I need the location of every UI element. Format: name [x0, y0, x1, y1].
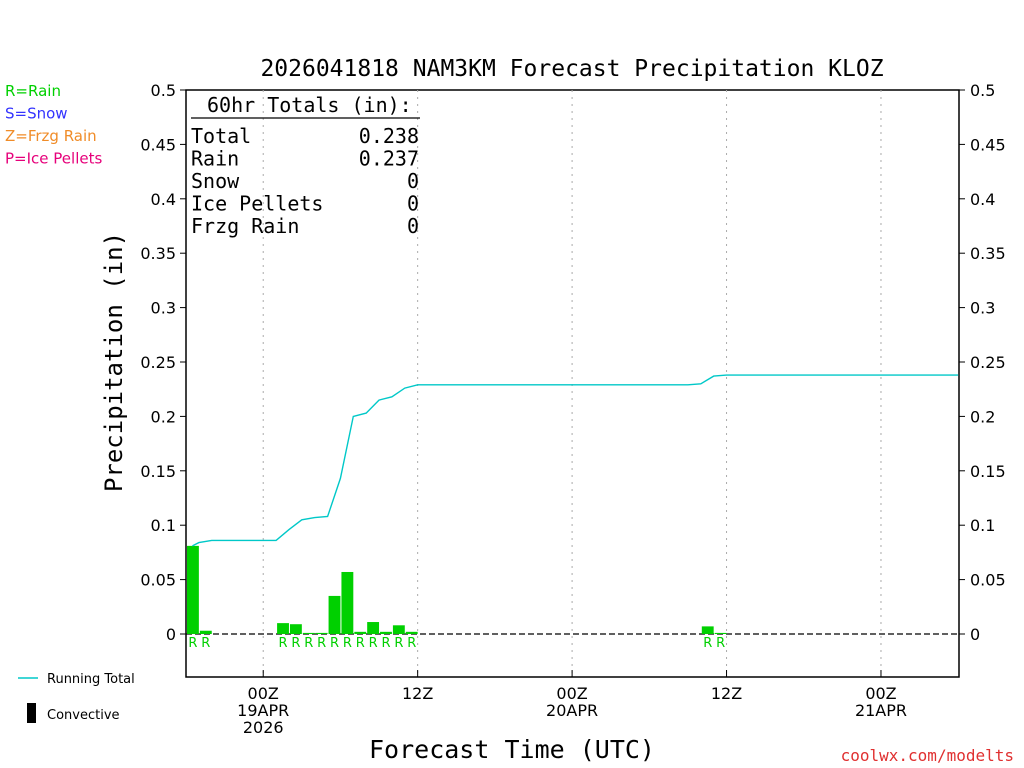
totals-row-label: Frzg Rain: [191, 214, 299, 238]
rain-bar-label: R: [369, 636, 378, 651]
x-tick-label: 00Z: [556, 684, 587, 703]
precip-key-item: R=Rain: [5, 82, 61, 100]
rain-bar: [328, 595, 341, 634]
rain-bar-label: R: [304, 636, 313, 651]
rain-bar-label: R: [394, 636, 403, 651]
rain-bar-label: R: [330, 636, 339, 651]
totals-row-label: Rain: [191, 147, 239, 171]
rain-bar: [341, 571, 354, 634]
y-tick-label-right: 0.4: [970, 190, 995, 209]
rain-bar: [302, 632, 315, 634]
totals-row-value: 0.238: [359, 124, 419, 148]
y-tick-label-right: 0: [970, 625, 980, 644]
y-tick-label: 0.1: [151, 516, 176, 535]
rain-bar: [354, 631, 367, 634]
y-tick-label: 0.3: [151, 299, 176, 318]
rain-bar: [289, 624, 302, 634]
precip-key-item: P=Ice Pellets: [5, 150, 102, 168]
rain-bar: [380, 631, 392, 634]
y-tick-label-right: 0.25: [970, 353, 1006, 372]
totals-row-label: Total: [191, 124, 251, 148]
rain-bar: [714, 632, 727, 634]
rain-bar-label: R: [343, 636, 352, 651]
rain-bar-label: R: [356, 636, 365, 651]
chart-title: 2026041818 NAM3KM Forecast Precipitation…: [260, 56, 883, 82]
y-tick-label-right: 0.3: [970, 299, 995, 318]
y-tick-label: 0.35: [140, 244, 176, 263]
rain-bar-label: R: [201, 636, 210, 651]
totals-header: 60hr Totals (in):: [207, 93, 412, 117]
y-tick-label-right: 0.35: [970, 244, 1006, 263]
totals-row-value: 0: [407, 192, 419, 216]
rain-bar: [187, 545, 199, 634]
y-tick-label: 0.2: [151, 407, 176, 426]
precip-type-key: R=Rain S=Snow Z=Frzg Rain P=Ice Pellets: [5, 82, 102, 168]
rain-bar: [277, 623, 289, 634]
x-axis-label: Forecast Time (UTC): [369, 735, 655, 764]
rain-bar-label: R: [716, 636, 725, 651]
rain-bar: [392, 625, 405, 634]
vertical-grid: [262, 90, 882, 677]
y-tick-label: 0.4: [151, 190, 176, 209]
totals-row-label: Snow: [191, 169, 240, 193]
x-tick-label: 2026: [243, 718, 284, 737]
y-tick-label-right: 0.45: [970, 135, 1006, 154]
totals-row-value: 0.237: [359, 147, 419, 171]
rain-bar: [199, 630, 212, 634]
y-tick-label-right: 0.5: [970, 81, 995, 100]
totals-row-value: 0: [407, 169, 419, 193]
y-tick-label: 0.45: [140, 135, 176, 154]
x-tick-label: 00Z: [865, 684, 896, 703]
rain-bar-label: R: [317, 636, 326, 651]
rain-bar: [315, 632, 328, 634]
y-tick-label-right: 0.1: [970, 516, 995, 535]
y-tick-label: 0: [166, 625, 176, 644]
x-tick-label: 12Z: [402, 684, 433, 703]
rain-bar-label: R: [188, 636, 197, 651]
x-tick-label: 19APR: [237, 701, 289, 720]
y-tick-label-right: 0.05: [970, 571, 1006, 590]
y-tick-label: 0.05: [140, 571, 176, 590]
y-axis-label: Precipitation (in): [100, 232, 128, 492]
x-tick-label: 21APR: [855, 701, 907, 720]
rain-bar-label: R: [703, 636, 712, 651]
y-tick-label-right: 0.15: [970, 462, 1006, 481]
running-total-legend-label: Running Total: [47, 672, 135, 687]
y-axis-left: 0 0.05 0.1 0.15 0.2 0.25 0.3 0.35 0.4 0.45 0.5: [140, 81, 186, 644]
running-total-line: [192, 374, 959, 547]
rain-bar-label: R: [381, 636, 390, 651]
x-tick-label: 12Z: [711, 684, 742, 703]
y-tick-label: 0.5: [151, 81, 176, 100]
source-credit: coolwx.com/modelts: [841, 746, 1014, 765]
rain-bar-label: R: [291, 636, 300, 651]
rain-bar: [405, 631, 418, 634]
rain-bar: [367, 622, 380, 634]
totals-row-value: 0: [407, 214, 419, 238]
y-tick-label-right: 0.2: [970, 407, 995, 426]
y-axis-right: 0 0.05 0.1 0.15 0.2 0.25 0.3 0.35 0.4 0.45 0.5: [959, 81, 1006, 644]
y-tick-label: 0.25: [140, 353, 176, 372]
x-tick-label: 20APR: [546, 701, 598, 720]
rain-bars: [187, 545, 727, 634]
rain-bar-label: R: [279, 636, 288, 651]
precip-key-item: S=Snow: [5, 105, 68, 123]
x-tick-label: 00Z: [248, 684, 279, 703]
convective-legend-label: Convective: [47, 708, 120, 723]
rain-bar: [701, 626, 714, 634]
precip-key-item: Z=Frzg Rain: [5, 127, 97, 145]
totals-table: 60hr Totals (in): Total 0.238 Rain 0.237 Sno…: [191, 93, 420, 238]
rain-bar-label: R: [407, 636, 416, 651]
y-tick-label: 0.15: [140, 462, 176, 481]
totals-row-label: Ice Pellets: [191, 192, 323, 216]
convective-legend-swatch: [27, 703, 36, 723]
